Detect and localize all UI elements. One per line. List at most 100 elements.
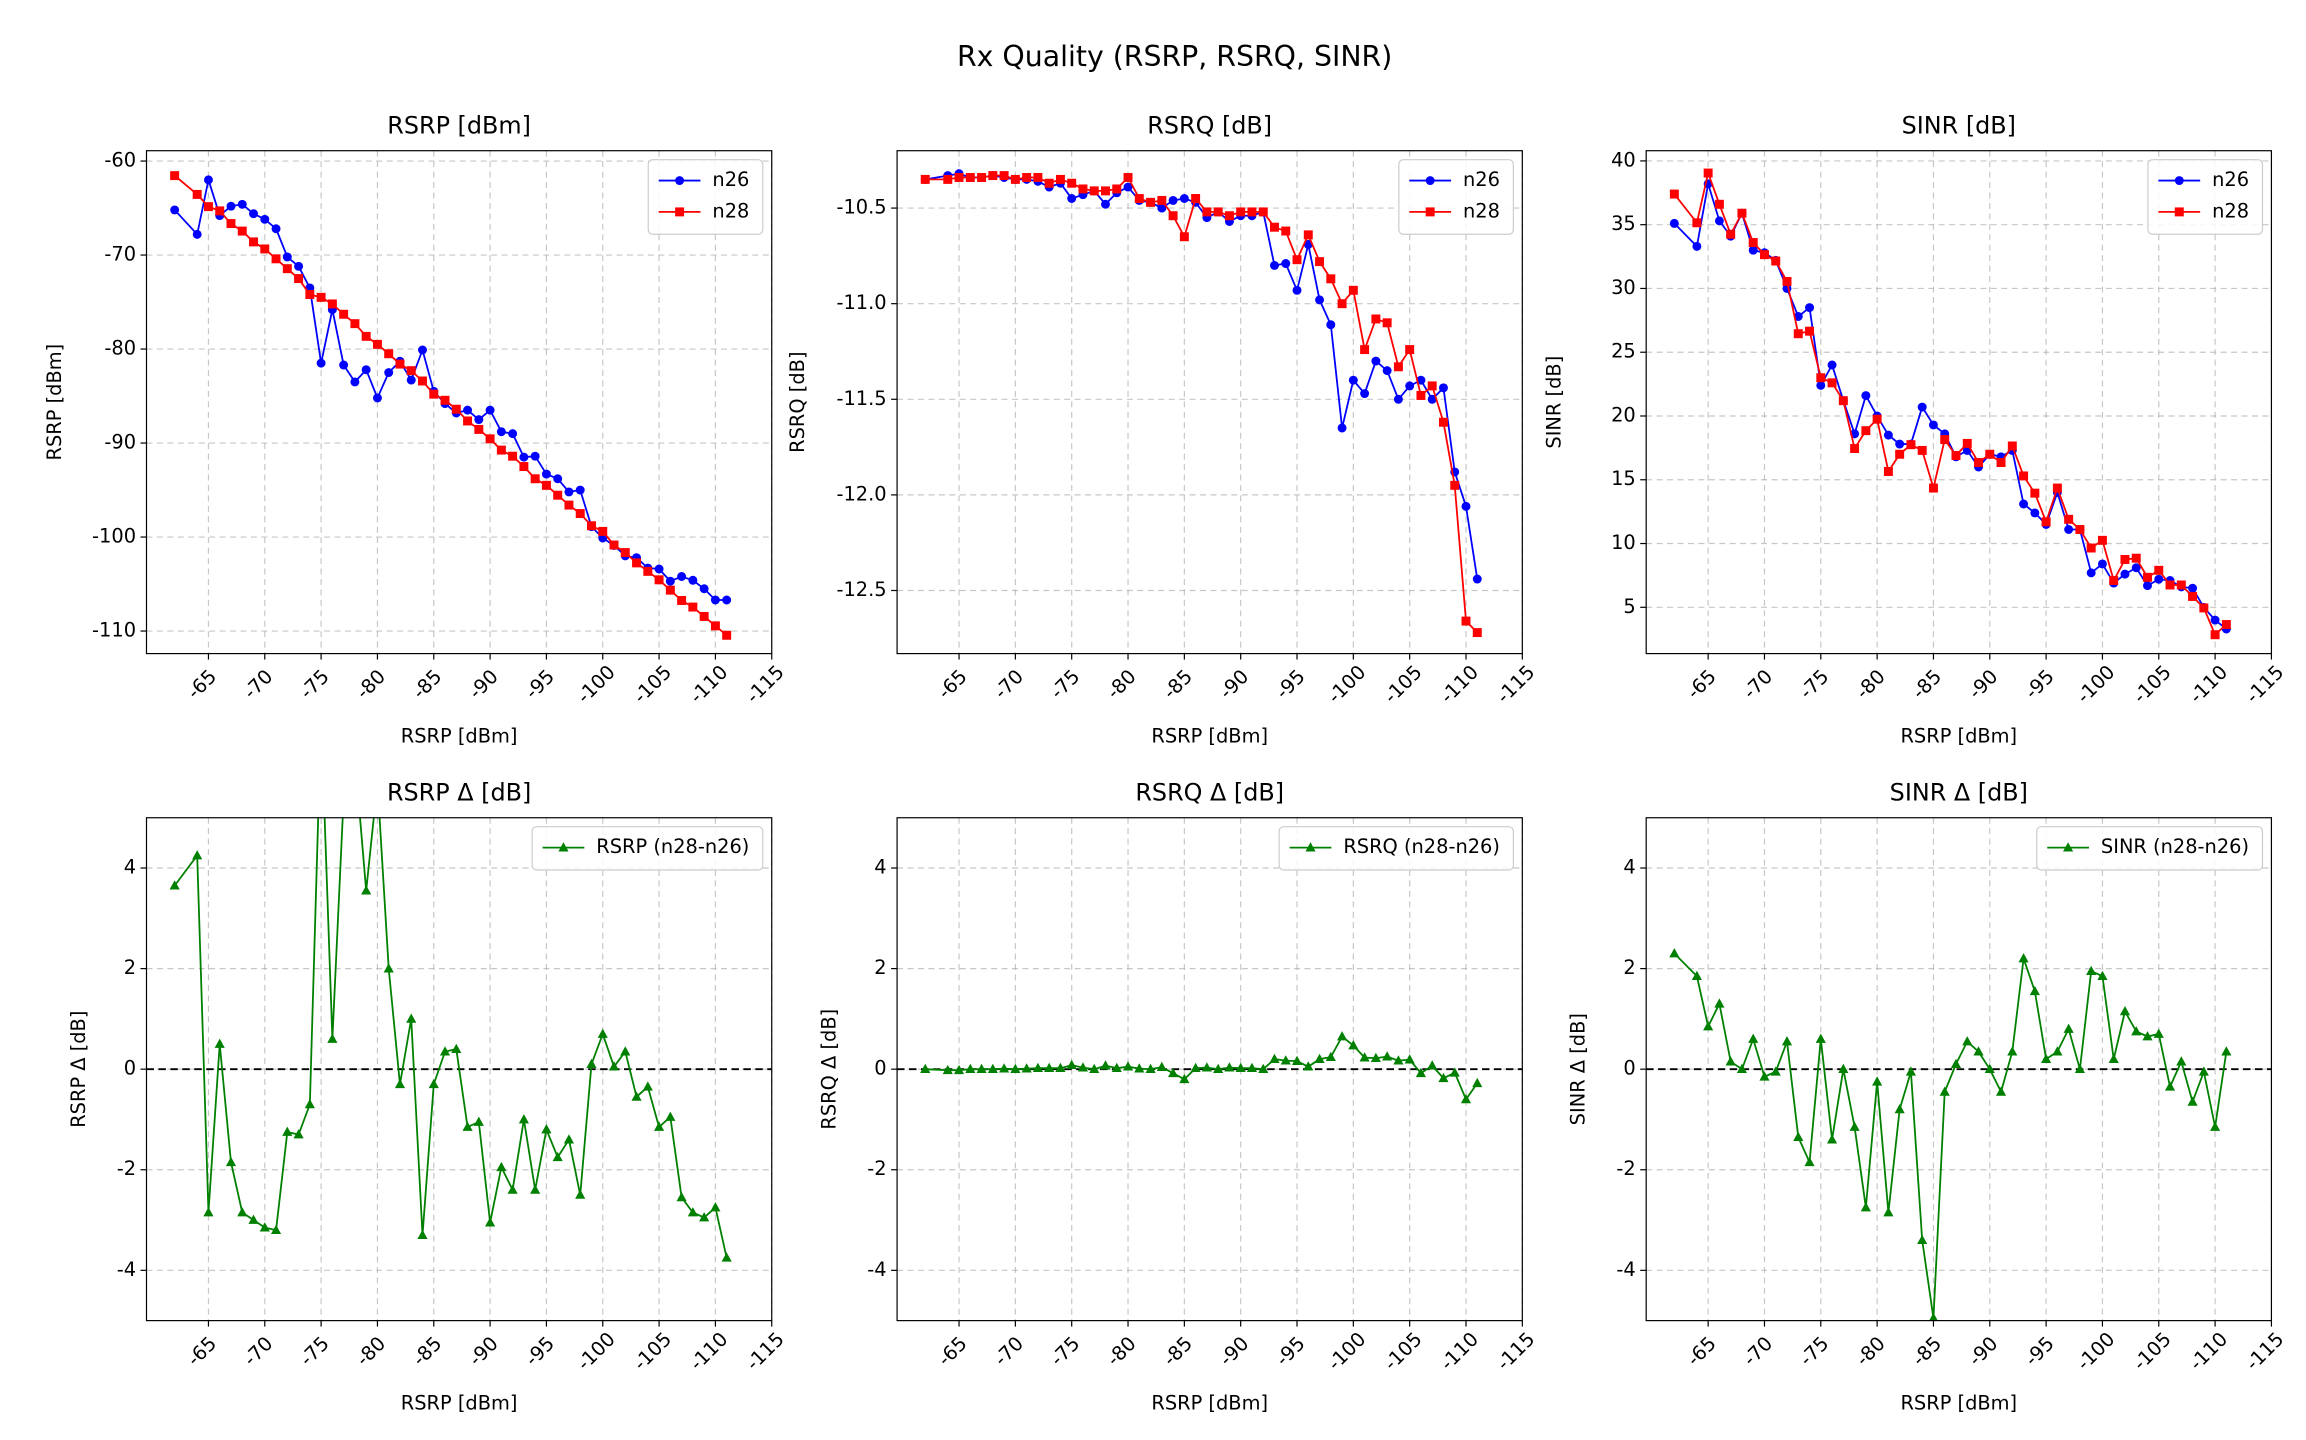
x-tick-label: -110 xyxy=(685,1328,732,1375)
legend-label: n26 xyxy=(712,168,749,191)
marker xyxy=(383,963,394,973)
marker xyxy=(1044,178,1054,188)
legend-label: SINR (n28-n26) xyxy=(2101,835,2249,858)
marker xyxy=(2029,985,2040,996)
marker xyxy=(1883,1207,1894,1217)
marker xyxy=(2052,1046,2063,1056)
y-tick-label: -80 xyxy=(104,337,136,360)
marker xyxy=(361,885,372,895)
x-axis-label: RSRP [dBm] xyxy=(401,725,518,748)
marker xyxy=(688,575,698,585)
axes-title: RSRQ [dB] xyxy=(1147,111,1272,139)
marker xyxy=(530,451,540,461)
marker xyxy=(1928,483,1938,493)
x-tick-label: -115 xyxy=(741,1328,788,1375)
marker xyxy=(1737,208,1747,218)
marker xyxy=(1883,466,1893,476)
marker xyxy=(2064,514,2074,524)
x-tick-label: -110 xyxy=(1436,661,1483,708)
marker xyxy=(1224,1062,1235,1072)
marker xyxy=(1337,423,1347,433)
marker xyxy=(1325,1051,1336,1061)
marker xyxy=(237,226,247,236)
marker xyxy=(965,173,975,182)
marker xyxy=(1077,1062,1089,1072)
marker xyxy=(575,1189,586,1199)
x-tick-label: -105 xyxy=(629,661,676,708)
marker xyxy=(2131,553,2141,563)
marker xyxy=(1917,445,1927,455)
legend-label: n26 xyxy=(2212,168,2249,191)
marker xyxy=(361,331,371,341)
marker xyxy=(920,1063,931,1074)
marker xyxy=(294,261,304,271)
marker xyxy=(677,572,687,581)
marker xyxy=(316,358,326,368)
marker xyxy=(665,585,675,595)
marker xyxy=(977,173,987,182)
axes-frame xyxy=(896,150,1523,655)
x-tick-label: -70 xyxy=(239,1332,278,1371)
marker xyxy=(1089,186,1099,196)
marker xyxy=(519,462,529,472)
marker xyxy=(1692,241,1702,251)
marker xyxy=(530,1184,541,1194)
marker xyxy=(1382,318,1392,328)
marker xyxy=(2108,1053,2119,1064)
marker xyxy=(237,1207,248,1217)
marker xyxy=(2198,1066,2209,1076)
marker xyxy=(654,575,664,585)
marker xyxy=(406,1013,417,1023)
marker xyxy=(1669,218,1679,228)
marker xyxy=(722,595,732,605)
marker xyxy=(1917,1234,1928,1245)
x-tick-label: -105 xyxy=(1379,661,1426,708)
marker xyxy=(2075,525,2085,534)
x-tick-label: -90 xyxy=(1964,665,2003,704)
axes-frame xyxy=(1645,150,2273,655)
marker xyxy=(942,1064,953,1075)
marker xyxy=(1281,226,1291,236)
y-tick-label: 5 xyxy=(1623,595,1635,618)
x-tick-label: -70 xyxy=(239,665,278,704)
marker xyxy=(1950,1058,1962,1069)
y-axis-label: RSRP [dBm] xyxy=(43,344,66,461)
y-tick-label: -10.5 xyxy=(836,196,886,219)
marker xyxy=(2210,630,2220,640)
marker xyxy=(1951,451,1961,461)
marker xyxy=(1759,1071,1770,1081)
x-tick-label: -100 xyxy=(572,661,619,708)
marker xyxy=(1782,276,1792,286)
marker xyxy=(1303,1061,1314,1071)
marker xyxy=(1190,1062,1201,1073)
marker xyxy=(2041,1053,2052,1064)
marker xyxy=(2188,583,2198,593)
marker xyxy=(1703,168,1713,178)
marker xyxy=(1861,391,1871,401)
marker xyxy=(1438,417,1448,427)
marker xyxy=(2063,1023,2074,1033)
marker xyxy=(620,1046,631,1056)
marker xyxy=(1838,396,1848,406)
marker xyxy=(384,368,394,378)
marker xyxy=(1974,458,1983,468)
marker xyxy=(1393,362,1403,372)
marker xyxy=(440,395,450,405)
x-tick-label: -95 xyxy=(520,1332,559,1371)
y-tick-label: 2 xyxy=(874,956,886,979)
y-tick-label: 20 xyxy=(1611,403,1636,426)
y-tick-label: 40 xyxy=(1611,148,1636,171)
x-tick-label: -75 xyxy=(1795,1332,1834,1371)
marker xyxy=(417,1229,428,1240)
marker xyxy=(1416,390,1426,400)
marker xyxy=(1449,1067,1460,1077)
marker xyxy=(496,427,506,437)
marker xyxy=(1714,998,1725,1008)
x-tick-label: -80 xyxy=(351,665,390,704)
y-tick-label: -12.0 xyxy=(836,482,886,505)
marker xyxy=(1382,366,1392,376)
marker xyxy=(429,389,439,399)
x-tick-label: -65 xyxy=(182,1332,221,1371)
marker xyxy=(350,377,360,387)
marker xyxy=(1669,189,1679,199)
